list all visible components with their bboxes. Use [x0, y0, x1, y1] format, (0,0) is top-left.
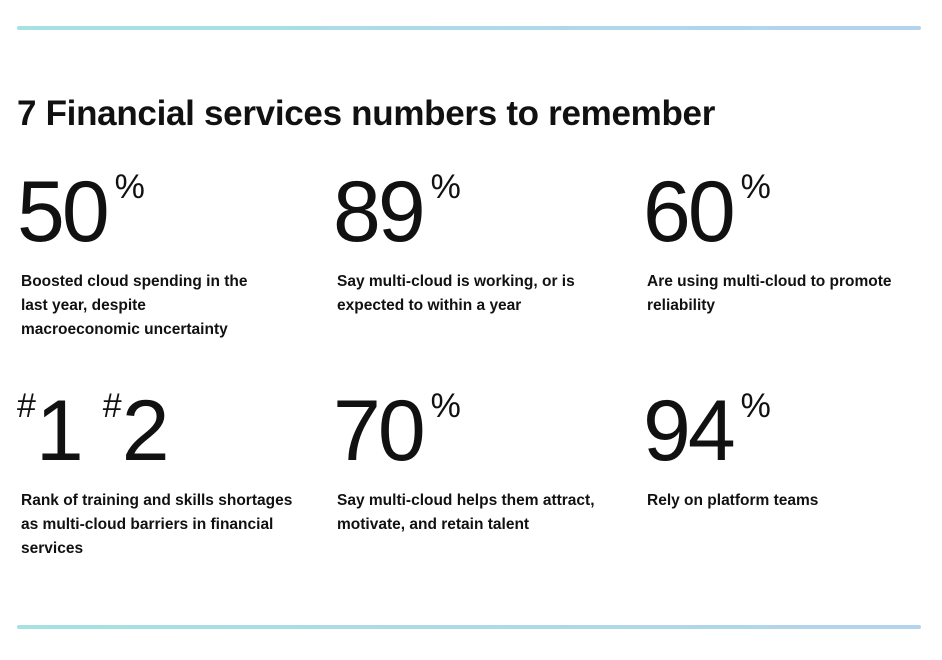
stat-description: Boosted cloud spending in the last year,… [21, 273, 248, 338]
stat-value: 94 [643, 383, 736, 479]
rank-hash: # [17, 387, 36, 425]
percent-sign: % [430, 168, 461, 206]
stat-figure: 94% [643, 383, 933, 479]
stat-talent: 70% Say multi-cloud helps them attract, … [333, 383, 623, 537]
stat-value: 60 [643, 164, 736, 260]
stat-description: Rely on platform teams [647, 492, 819, 509]
stat-reliability: 60% Are using multi-cloud to promote rel… [643, 164, 933, 318]
stat-value: 89 [333, 164, 426, 260]
top-divider [17, 26, 921, 30]
percent-sign: % [114, 168, 145, 206]
stat-figure: 70% [333, 383, 623, 479]
rank-value: 2 [121, 383, 170, 479]
stat-description: Are using multi-cloud to promote reliabi… [647, 273, 892, 314]
stat-figure: 60% [643, 164, 933, 260]
stat-figure: 50% [17, 164, 307, 260]
stat-description: Rank of training and skills shortages as… [21, 492, 293, 557]
stat-cloud-spending: 50% Boosted cloud spending in the last y… [17, 164, 307, 342]
stat-figure: 89% [333, 164, 623, 260]
rank-hash: # [102, 387, 122, 425]
stat-skills-shortage-rank: #1 #2 Rank of training and skills shortag… [17, 383, 307, 561]
stat-value: 70 [333, 383, 426, 479]
stat-platform-teams: 94% Rely on platform teams [643, 383, 933, 513]
stat-multicloud-working: 89% Say multi-cloud is working, or is ex… [333, 164, 623, 318]
page-title: 7 Financial services numbers to remember [17, 94, 716, 133]
stat-description: Say multi-cloud is working, or is expect… [337, 273, 575, 314]
rank-value: 1 [35, 383, 84, 479]
bottom-divider [17, 625, 921, 629]
stat-value: 50 [17, 164, 110, 260]
percent-sign: % [430, 387, 461, 425]
percent-sign: % [740, 168, 771, 206]
stat-description: Say multi-cloud helps them attract, moti… [337, 492, 595, 533]
percent-sign: % [740, 387, 771, 425]
stat-figure: #1 #2 [17, 383, 307, 479]
